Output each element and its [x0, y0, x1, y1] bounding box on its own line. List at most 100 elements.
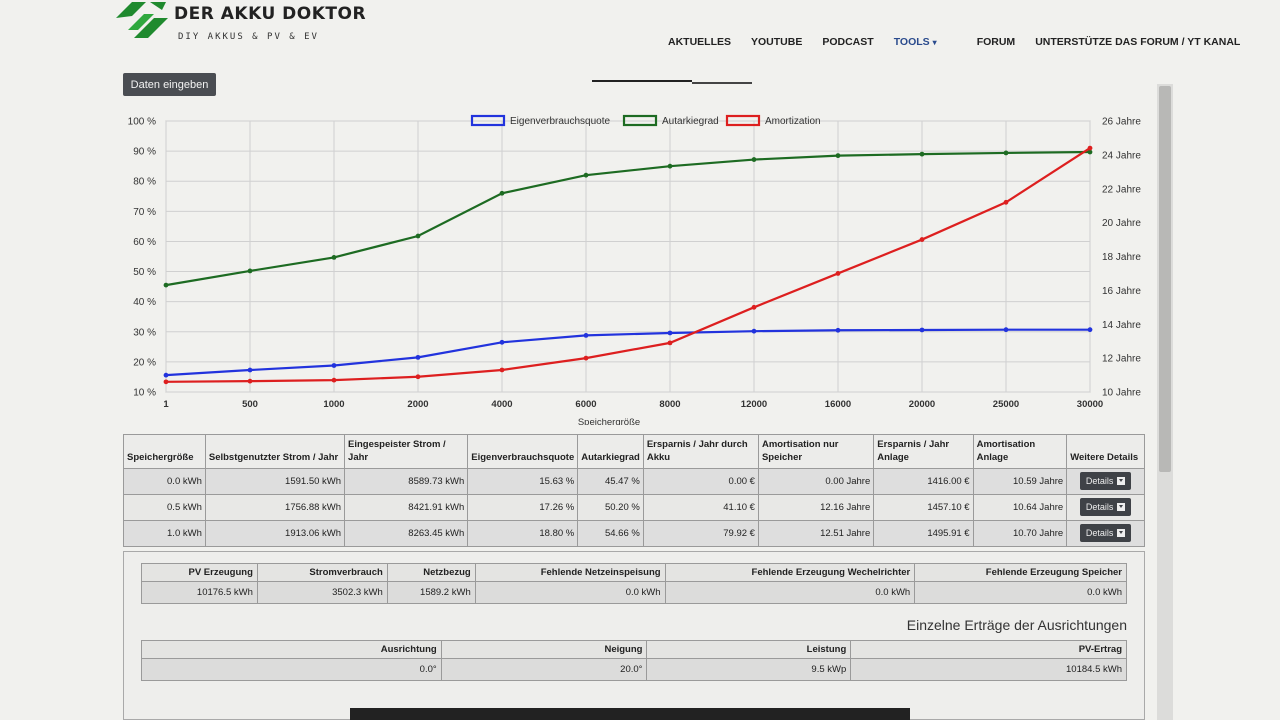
x-axis-ticks: 1 500 1000 2000 4000 6000 8000 12000 16000 20000 2…: [163, 399, 1103, 410]
table-cell: Details: [1066, 467, 1145, 495]
table-cell: 0.0 kWh: [123, 467, 206, 495]
col-header: Netzbezug: [386, 563, 476, 582]
table-cell: 9.5 kWp: [646, 658, 852, 681]
table-cell: 79.92 €: [642, 519, 759, 547]
col-header: Ersparnis / Jahr Anlage: [873, 434, 974, 469]
data-point: [919, 151, 925, 157]
chart-grid: [165, 120, 1091, 393]
legend-swatch: [725, 114, 761, 127]
table-cell: 0.00 €: [642, 467, 759, 495]
col-header: PV-Ertrag: [850, 640, 1127, 659]
data-point: [499, 190, 505, 196]
legend-label: Eigenverbrauchsquote: [510, 116, 611, 127]
right-axis-ticks: 26 Jahre 24 Jahre 22 Jahre 20 Jahre 18 Jahre…: [1102, 117, 1141, 399]
table-cell: 1591.50 kWh: [204, 467, 346, 495]
data-point: [163, 282, 169, 288]
details-button-label: Details: [1085, 476, 1114, 487]
data-point: [331, 255, 337, 260]
x-tick-label: 12000: [741, 399, 767, 410]
data-point: [751, 304, 757, 310]
taskbar: [350, 708, 910, 720]
y-right-tick-label: 18 Jahre: [1102, 252, 1141, 263]
nav-item-unterstuetze[interactable]: UNTERSTÜTZE DAS FORUM / YT KANAL: [1035, 36, 1241, 48]
data-point: [163, 372, 169, 378]
col-header: Speichergröße: [123, 434, 206, 469]
table-cell: 1913.06 kWh: [204, 519, 346, 547]
summary-header-row: PV Erzeugung Stromverbrauch Netzbezug Fe…: [141, 563, 1127, 582]
series-line-eigenverbrauchsquote: [165, 328, 1090, 377]
x-tick-label: 500: [242, 399, 258, 410]
table-cell: 10.59 Jahre: [972, 467, 1068, 495]
nav-item-podcast[interactable]: PODCAST: [822, 36, 874, 48]
col-header: Eigenverbrauchsquote: [467, 434, 579, 469]
brand-name[interactable]: DER AKKU DOKTOR: [174, 4, 367, 24]
table-cell: 1416.00 €: [873, 467, 974, 495]
table-row: 0.0 kWh 1591.50 kWh 8589.73 kWh 15.63 % …: [123, 467, 1145, 495]
col-header: Neigung: [440, 640, 648, 659]
table-cell: 41.10 €: [642, 493, 759, 521]
col-header: Fehlende Erzeugung Wechelrichter: [664, 563, 916, 582]
data-point: [919, 237, 925, 242]
col-header: Autarkiegrad: [577, 434, 644, 469]
details-button[interactable]: Details: [1079, 472, 1132, 491]
nav-item-aktuelles[interactable]: AKTUELLES: [668, 36, 731, 48]
data-point: [919, 327, 925, 333]
x-tick-label: 6000: [575, 399, 596, 410]
logo-icon[interactable]: [110, 0, 170, 40]
details-button-label: Details: [1085, 502, 1114, 513]
data-point: [415, 354, 421, 360]
table-cell: 50.20 %: [577, 493, 644, 521]
data-point: [667, 340, 673, 346]
table-cell: 1589.2 kWh: [386, 581, 476, 604]
x-axis-label: Speichergröße: [578, 417, 640, 425]
y-right-tick-label: 10 Jahre: [1102, 388, 1141, 399]
table-cell: 10184.5 kWh: [850, 658, 1127, 681]
col-header: Weitere Details: [1066, 434, 1145, 469]
scrollbar-thumb[interactable]: [1159, 86, 1171, 472]
brand-tagline: DIY AKKUS & PV & EV: [178, 32, 319, 42]
table-cell: 8421.91 kWh: [344, 493, 469, 521]
x-tick-label: 16000: [825, 399, 851, 410]
x-tick-label: 8000: [659, 399, 680, 410]
data-point: [667, 163, 673, 169]
y-right-tick-label: 24 Jahre: [1102, 150, 1141, 161]
results-header-row: Speichergröße Selbstgenutzter Strom / Ja…: [123, 434, 1145, 469]
table-cell: 0.0 kWh: [474, 581, 666, 604]
x-tick-label: 20000: [909, 399, 935, 410]
nav-item-youtube[interactable]: YOUTUBE: [751, 36, 803, 48]
data-point: [583, 172, 589, 178]
details-button[interactable]: Details: [1079, 498, 1132, 517]
data-point: [751, 328, 757, 334]
data-point: [835, 271, 841, 276]
col-header: PV Erzeugung: [141, 563, 258, 582]
col-header: Fehlende Erzeugung Speicher: [914, 563, 1127, 582]
left-axis-ticks: 100 % 90 % 80 % 70 % 60 % 50 % 40 % 30 % 20 % 10 …: [128, 117, 156, 399]
nav-item-forum[interactable]: FORUM: [976, 36, 1016, 48]
data-point: [499, 367, 505, 373]
x-tick-label: 30000: [1077, 399, 1103, 410]
nav-item-tools-label: TOOLS: [893, 36, 930, 48]
table-cell: Details: [1066, 519, 1145, 547]
y-right-tick-label: 26 Jahre: [1102, 117, 1141, 128]
table-cell: 1457.10 €: [873, 493, 974, 521]
y-left-tick-label: 90 %: [133, 147, 156, 158]
table-row: 0.5 kWh 1756.88 kWh 8421.91 kWh 17.26 % …: [123, 493, 1145, 521]
data-point: [331, 363, 337, 368]
col-header: Amortisation nur Speicher: [757, 434, 875, 469]
orientation-header-row: Ausrichtung Neigung Leistung PV-Ertrag: [141, 640, 1127, 659]
data-point: [163, 379, 169, 385]
nav-item-tools[interactable]: TOOLS ▾: [894, 36, 957, 48]
chart-legend[interactable]: Eigenverbrauchsquote Autarkiegrad Amortiza…: [470, 114, 821, 127]
table-cell: 12.51 Jahre: [757, 519, 875, 547]
tab-underline-secondary: [692, 82, 752, 84]
data-point: [1087, 145, 1093, 151]
y-left-tick-label: 30 %: [133, 327, 156, 338]
table-cell: 1.0 kWh: [123, 519, 206, 547]
daten-eingeben-button[interactable]: Daten eingeben: [123, 73, 216, 96]
details-button[interactable]: Details: [1079, 524, 1132, 543]
data-point: [247, 367, 253, 373]
data-point: [1087, 327, 1093, 333]
col-header: Ausrichtung: [141, 640, 442, 659]
legend-swatch: [470, 114, 506, 127]
